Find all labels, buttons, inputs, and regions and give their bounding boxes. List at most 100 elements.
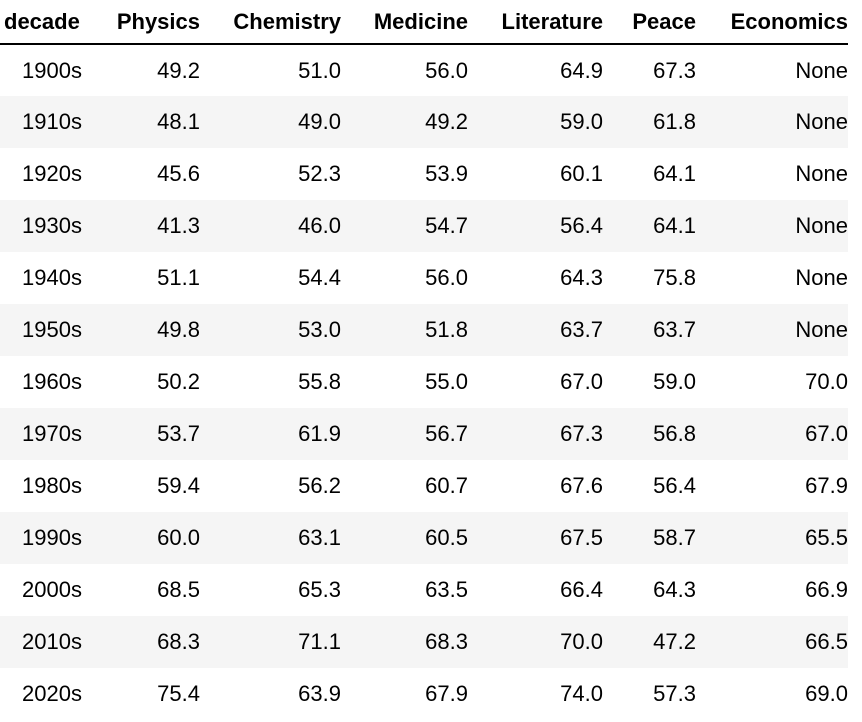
cell-literature: 67.5 — [468, 512, 603, 564]
cell-peace: 47.2 — [603, 616, 696, 668]
column-header-chemistry: Chemistry — [200, 0, 341, 45]
table-row: 1950s 49.8 53.0 51.8 63.7 63.7 None — [0, 304, 848, 356]
cell-peace: 64.3 — [653, 577, 696, 602]
column-header-decade: decade — [0, 0, 104, 45]
cell-physics: 53.7 — [104, 408, 200, 460]
cell-medicine: 56.7 — [341, 408, 468, 460]
cell-physics: 51.1 — [157, 265, 200, 290]
cell-economics: None — [795, 57, 848, 83]
header-row: decade Physics Chemistry Medicine Litera… — [0, 0, 848, 45]
table-row: 2000s 68.5 65.3 63.5 66.4 64.3 66.9 — [0, 564, 848, 616]
cell-literature: 67.6 — [560, 473, 603, 498]
column-header-medicine: Medicine — [341, 0, 468, 45]
cell-physics: 48.1 — [104, 96, 200, 148]
cell-physics: 49.8 — [104, 304, 200, 356]
cell-physics: 59.4 — [157, 473, 200, 498]
table-row: 2010s 68.3 71.1 68.3 70.0 47.2 66.5 — [0, 616, 848, 668]
cell-chemistry: 53.0 — [200, 304, 341, 356]
cell-medicine: 53.9 — [425, 161, 468, 186]
cell-decade: 1970s — [0, 408, 104, 460]
cell-economics: None — [795, 265, 848, 290]
cell-medicine: 49.2 — [341, 96, 468, 148]
table-row: 1980s 59.4 56.2 60.7 67.6 56.4 67.9 — [0, 460, 848, 512]
cell-literature: 64.3 — [560, 265, 603, 290]
cell-chemistry: 65.3 — [298, 577, 341, 602]
table-row: 1900s 49.2 51.0 56.0 64.9 67.3 None — [0, 44, 848, 96]
cell-peace: 61.8 — [603, 96, 696, 148]
cell-peace: 59.0 — [653, 369, 696, 394]
cell-decade: 1900s — [22, 57, 82, 83]
table-row: 1930s 41.3 46.0 54.7 56.4 64.1 None — [0, 200, 848, 252]
cell-economics: 70.0 — [805, 369, 848, 394]
table-header: decade Physics Chemistry Medicine Litera… — [0, 0, 848, 45]
cell-physics: 75.4 — [157, 681, 200, 706]
table-row: 1990s 60.0 63.1 60.5 67.5 58.7 65.5 — [0, 512, 848, 564]
cell-medicine: 67.9 — [425, 681, 468, 706]
cell-decade: 1950s — [0, 304, 104, 356]
cell-peace: 67.3 — [653, 57, 696, 83]
cell-physics: 49.2 — [157, 57, 200, 83]
column-header-physics: Physics — [104, 0, 200, 45]
table-row: 1960s 50.2 55.8 55.0 67.0 59.0 70.0 — [0, 356, 848, 408]
column-header-literature: Literature — [468, 0, 603, 45]
cell-chemistry: 46.0 — [200, 200, 341, 252]
cell-peace: 63.7 — [603, 304, 696, 356]
cell-chemistry: 71.1 — [200, 616, 341, 668]
cell-peace: 64.1 — [653, 161, 696, 186]
cell-chemistry: 51.0 — [298, 57, 341, 83]
cell-chemistry: 49.0 — [200, 96, 341, 148]
cell-chemistry: 54.4 — [298, 265, 341, 290]
table-row: 1920s 45.6 52.3 53.9 60.1 64.1 None — [0, 148, 848, 200]
cell-chemistry: 63.1 — [200, 512, 341, 564]
cell-economics: 67.9 — [805, 473, 848, 498]
cell-literature: 67.3 — [468, 408, 603, 460]
cell-literature: 63.7 — [468, 304, 603, 356]
cell-decade: 2020s — [22, 681, 82, 706]
table-row: 1910s 48.1 49.0 49.2 59.0 61.8 None — [0, 96, 848, 148]
cell-chemistry: 56.2 — [298, 473, 341, 498]
cell-decade: 1980s — [22, 473, 82, 498]
cell-literature: 66.4 — [560, 577, 603, 602]
cell-physics: 68.5 — [157, 577, 200, 602]
cell-literature: 64.9 — [560, 57, 603, 83]
cell-medicine: 60.7 — [425, 473, 468, 498]
cell-medicine: 55.0 — [425, 369, 468, 394]
cell-literature: 67.0 — [560, 369, 603, 394]
cell-decade: 1990s — [0, 512, 104, 564]
cell-peace: 64.1 — [603, 200, 696, 252]
column-header-economics: Economics — [696, 0, 848, 45]
cell-decade: 1910s — [0, 96, 104, 148]
cell-economics: 67.0 — [696, 408, 848, 460]
cell-physics: 41.3 — [104, 200, 200, 252]
cell-medicine: 56.0 — [425, 57, 468, 83]
cell-economics: None — [795, 161, 848, 186]
cell-chemistry: 55.8 — [298, 369, 341, 394]
cell-literature: 60.1 — [560, 161, 603, 186]
cell-chemistry: 61.9 — [200, 408, 341, 460]
cell-economics: 65.5 — [696, 512, 848, 564]
cell-decade: 1960s — [22, 369, 82, 394]
cell-economics: 66.5 — [696, 616, 848, 668]
cell-physics: 50.2 — [157, 369, 200, 394]
table-row: 1970s 53.7 61.9 56.7 67.3 56.8 67.0 — [0, 408, 848, 460]
cell-decade: 1940s — [22, 265, 82, 290]
cell-chemistry: 63.9 — [298, 681, 341, 706]
cell-chemistry: 52.3 — [298, 161, 341, 186]
cell-physics: 45.6 — [157, 161, 200, 186]
cell-literature: 74.0 — [560, 681, 603, 706]
cell-decade: 1920s — [22, 161, 82, 186]
cell-decade: 2000s — [22, 577, 82, 602]
cell-medicine: 56.0 — [425, 265, 468, 290]
cell-medicine: 51.8 — [341, 304, 468, 356]
cell-medicine: 54.7 — [341, 200, 468, 252]
cell-peace: 56.4 — [653, 473, 696, 498]
cell-literature: 70.0 — [468, 616, 603, 668]
cell-physics: 60.0 — [104, 512, 200, 564]
cell-literature: 56.4 — [468, 200, 603, 252]
cell-medicine: 68.3 — [341, 616, 468, 668]
cell-peace: 58.7 — [603, 512, 696, 564]
cell-physics: 68.3 — [104, 616, 200, 668]
cell-medicine: 63.5 — [425, 577, 468, 602]
cell-decade: 1930s — [0, 200, 104, 252]
